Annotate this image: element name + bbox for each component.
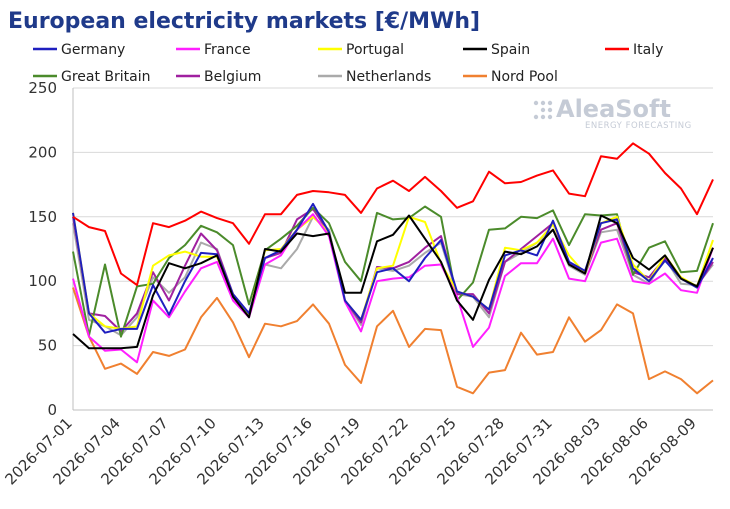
legend-label: Nord Pool xyxy=(491,69,558,85)
legend-label: Italy xyxy=(633,42,663,58)
series-line-france xyxy=(72,213,714,364)
series-line-spain xyxy=(72,214,714,350)
y-axis-ticks: 0 50 100 150 200 250 xyxy=(28,79,57,419)
legend-label: Netherlands xyxy=(346,69,431,85)
series-lines xyxy=(72,142,714,395)
logo-tagline: ENERGY FORECASTING xyxy=(585,121,692,131)
legend-label: Spain xyxy=(491,42,530,58)
legend-label: Belgium xyxy=(204,69,261,85)
series-line-italy xyxy=(72,142,714,287)
y-tick-label: 150 xyxy=(28,208,57,226)
legend-label: Portugal xyxy=(346,42,404,58)
logo-dots-icon xyxy=(533,100,553,120)
y-tick-label: 250 xyxy=(28,79,57,97)
x-axis-ticks: 2026-07-012026-07-042026-07-072026-07-10… xyxy=(1,414,699,488)
y-tick-label: 0 xyxy=(47,401,57,419)
legend-label: Germany xyxy=(61,42,125,58)
series-line-nord-pool xyxy=(72,287,714,395)
series-line-germany xyxy=(72,202,714,334)
legend-label: France xyxy=(204,42,251,58)
aleasoft-logo: AleaSoft ENERGY FORECASTING xyxy=(533,95,692,131)
legend: Germany France Portugal Spain Italy Great Bri… xyxy=(33,42,663,85)
series-line-great-britain xyxy=(72,205,714,338)
chart-title: European electricity markets [€/MWh] xyxy=(8,9,480,34)
y-tick-label: 50 xyxy=(38,337,57,355)
series-line-netherlands xyxy=(72,215,714,337)
grid xyxy=(72,87,713,411)
y-tick-label: 100 xyxy=(28,272,57,290)
y-tick-label: 200 xyxy=(28,143,57,161)
legend-label: Great Britain xyxy=(61,69,151,85)
logo-brand: AleaSoft xyxy=(556,95,671,123)
